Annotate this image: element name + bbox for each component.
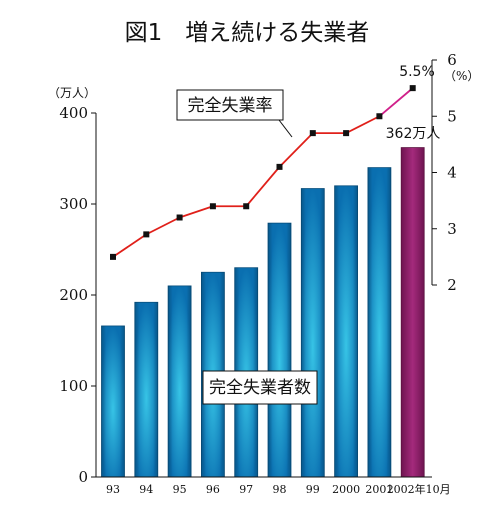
rate-line-segment: [378, 87, 414, 117]
y-right-tick-label: 5: [447, 107, 457, 125]
rate-line-segment: [112, 233, 147, 258]
x-tick-label: 96: [206, 483, 220, 496]
x-tick-label: 97: [239, 483, 253, 496]
rate-line-segment: [145, 216, 181, 236]
bar-shade: [367, 167, 391, 477]
y-right-tick-label: 4: [447, 164, 457, 182]
x-tick-label: 99: [306, 483, 320, 496]
rate-point: [343, 130, 350, 137]
y-right-tick-label: 2: [447, 276, 457, 294]
y-left-tick-label: 100: [59, 377, 88, 395]
rate-line-series: [110, 85, 416, 260]
y-left-tick-label: 300: [59, 195, 88, 213]
chart-title: 図1 増え続ける失業者: [125, 20, 370, 46]
x-tick-label: 2002年10月: [387, 482, 451, 496]
last-bar-label: 362万人: [386, 126, 441, 142]
rate-point: [376, 113, 383, 120]
rate-point: [243, 203, 250, 210]
count-callout-box: [202, 370, 318, 405]
x-tick-label: 93: [106, 483, 120, 496]
x-tick-label: 95: [173, 483, 187, 496]
rate-line-segment: [245, 166, 281, 207]
bar-shade: [334, 185, 358, 478]
bar-shade: [268, 223, 291, 477]
rate-line-segment: [278, 132, 314, 168]
bar-highlighted: [400, 147, 425, 478]
last-point-label: 5.5%: [399, 64, 435, 80]
x-tick-label: 98: [273, 483, 287, 496]
y-left-tick-label: 200: [59, 286, 88, 304]
y-right-tick-label: 6: [447, 51, 457, 69]
y-left-tick-label: 0: [78, 468, 88, 486]
rate-callout-pointer: [278, 119, 293, 138]
y-right-unit: （%）: [444, 69, 479, 83]
rate-point: [143, 231, 150, 238]
rate-point: [176, 214, 183, 221]
x-tick-label: 2001: [365, 483, 393, 496]
rate-line-segment: [179, 205, 214, 219]
rate-line-segment: [345, 115, 380, 134]
bar-series: [101, 147, 425, 478]
y-left-unit: （万人）: [48, 86, 96, 100]
y-right-axis: 2 3 4 5 6: [432, 51, 457, 294]
bar-shade: [101, 325, 125, 477]
rate-callout: 完全失業率: [176, 89, 293, 138]
rate-callout-label: 完全失業率: [188, 96, 273, 116]
bar-shade: [168, 285, 192, 477]
rate-point: [209, 203, 216, 210]
bar-shade: [301, 188, 325, 477]
y-right-tick-label: 3: [447, 220, 457, 238]
x-tick-label: 94: [139, 483, 153, 496]
count-callout: 完全失業者数: [202, 370, 318, 405]
x-tick-label: 2000: [332, 483, 360, 496]
y-left-tick-label: 400: [59, 104, 88, 122]
rate-point: [409, 85, 416, 92]
rate-point: [110, 253, 116, 260]
count-callout-label: 完全失業者数: [209, 378, 311, 398]
rate-callout-box: [176, 89, 284, 121]
rate-point: [276, 163, 283, 170]
bar-shade: [134, 302, 158, 477]
rate-point: [309, 130, 316, 137]
y-left-axis: 0 100 200 300 400: [59, 104, 96, 486]
